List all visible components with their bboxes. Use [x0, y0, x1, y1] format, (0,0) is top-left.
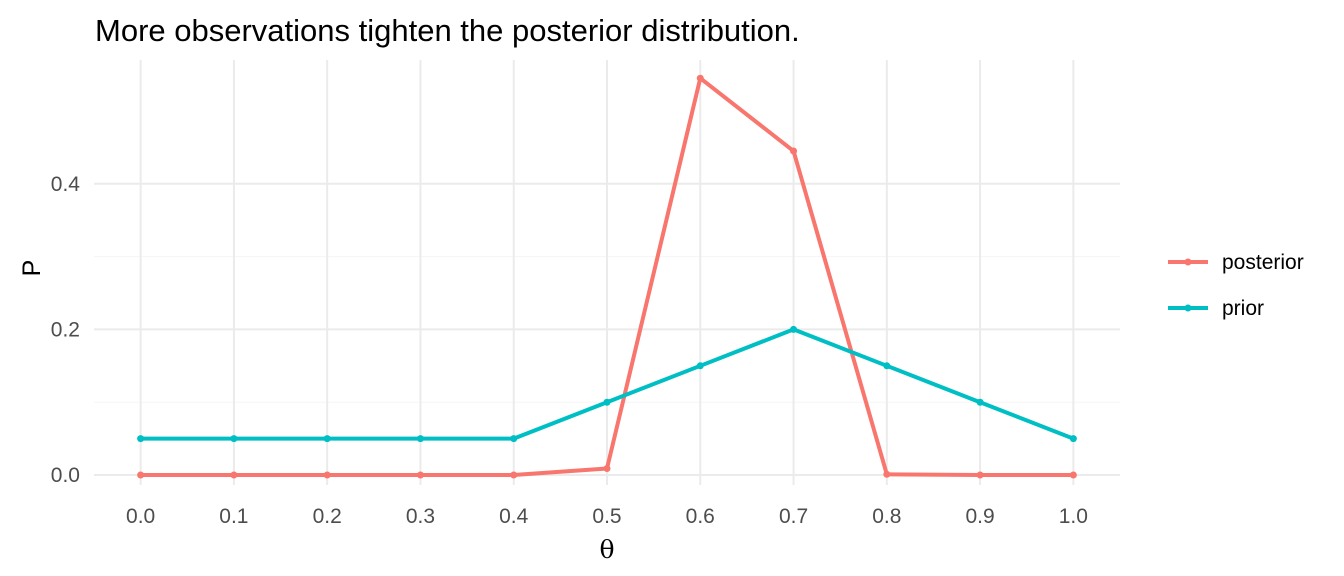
data-point	[976, 471, 984, 479]
y-tick-label: 0.2	[51, 318, 80, 341]
x-tick-label: 0.5	[592, 505, 621, 528]
x-tick-label: 0.8	[872, 505, 901, 528]
data-point	[230, 435, 238, 443]
data-point	[416, 435, 424, 443]
y-axis-title: P	[18, 260, 46, 277]
data-point	[323, 471, 331, 479]
data-point	[883, 362, 891, 370]
y-axis-tick-labels: 0.0 0.2 0.4	[51, 173, 81, 487]
data-point	[696, 74, 704, 82]
data-point	[323, 435, 331, 443]
data-point	[416, 471, 424, 479]
legend-item-prior: prior	[1168, 297, 1264, 320]
legend-key-point	[1184, 304, 1192, 312]
data-point	[1069, 471, 1077, 479]
data-point	[137, 471, 145, 479]
grid-layer	[94, 60, 1120, 485]
x-tick-label: 0.6	[686, 505, 715, 528]
data-point	[137, 435, 145, 443]
data-point	[510, 471, 518, 479]
x-tick-label: 1.0	[1059, 505, 1088, 528]
data-point	[510, 435, 518, 443]
y-tick-label: 0.0	[51, 464, 80, 487]
x-tick-label: 0.0	[126, 505, 155, 528]
x-tick-label: 0.4	[499, 505, 529, 528]
x-axis-tick-labels: 0.0 0.1 0.2 0.3 0.4 0.5 0.6 0.7 0.8 0.9 1.0	[126, 505, 1088, 528]
x-tick-label: 0.1	[219, 505, 248, 528]
data-point	[883, 470, 891, 478]
x-axis-title: θ	[599, 535, 614, 564]
legend: posterior prior	[1168, 251, 1304, 320]
x-tick-label: 0.7	[779, 505, 808, 528]
data-point	[790, 147, 798, 155]
y-tick-label: 0.4	[51, 173, 81, 196]
data-point	[976, 398, 984, 406]
legend-label: prior	[1222, 297, 1264, 320]
x-tick-label: 0.9	[965, 505, 994, 528]
series-posterior	[137, 74, 1077, 479]
data-point	[603, 464, 611, 472]
legend-label: posterior	[1222, 251, 1304, 274]
legend-key-point	[1184, 258, 1192, 266]
chart-title: More observations tighten the posterior …	[95, 13, 800, 48]
x-tick-label: 0.2	[313, 505, 342, 528]
data-point	[790, 325, 798, 333]
legend-item-posterior: posterior	[1168, 251, 1304, 274]
x-tick-label: 0.3	[406, 505, 435, 528]
data-point	[603, 398, 611, 406]
data-point	[230, 471, 238, 479]
data-point	[1069, 435, 1077, 443]
data-point	[696, 362, 704, 370]
series-prior	[137, 325, 1077, 443]
series-layer	[137, 74, 1077, 479]
